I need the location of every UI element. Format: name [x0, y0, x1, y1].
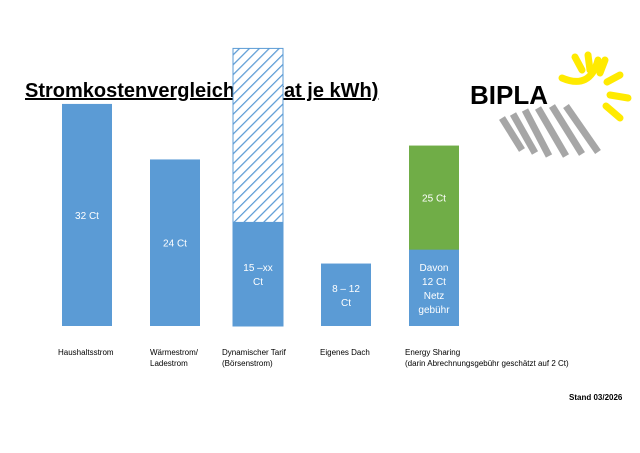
logo-sun — [558, 51, 632, 122]
logo-text: BIPLA — [470, 80, 548, 110]
value-label: 12 Ct — [422, 277, 446, 288]
bar — [321, 263, 371, 326]
chart-title: Stromkostenvergleich (privat je kWh) — [25, 80, 378, 102]
value-label: 24 Ct — [163, 239, 187, 250]
x-tick-label: (darin Abrechnungsgebühr geschätzt auf 2… — [405, 359, 569, 368]
bar — [150, 159, 200, 326]
value-label: 8 – 12 — [332, 284, 360, 295]
footnote: Stand 03/2026 — [569, 393, 623, 402]
x-tick-label: Dynamischer Tarif — [222, 348, 287, 357]
bar — [233, 221, 283, 326]
x-tick-label: Ladestrom — [150, 359, 188, 368]
x-tick-label: Wärmestrom/ — [150, 348, 199, 357]
bar — [62, 103, 112, 326]
value-label: Netz — [424, 291, 445, 302]
x-tick-label: Haushaltsstrom — [58, 348, 114, 357]
value-label: 25 Ct — [422, 194, 446, 205]
logo-panels — [499, 104, 601, 158]
value-label: gebühr — [418, 305, 450, 316]
x-tick-label: Eigenes Dach — [320, 348, 370, 357]
bar — [409, 249, 459, 326]
value-label: 32 Ct — [75, 211, 99, 222]
value-label: 15 –xx — [243, 263, 272, 274]
x-tick-label: (Börsenstrom) — [222, 359, 273, 368]
value-label: Davon — [420, 263, 449, 274]
value-label: Ct — [341, 298, 351, 309]
x-tick-label: Energy Sharing — [405, 348, 460, 357]
value-label: Ct — [253, 277, 263, 288]
